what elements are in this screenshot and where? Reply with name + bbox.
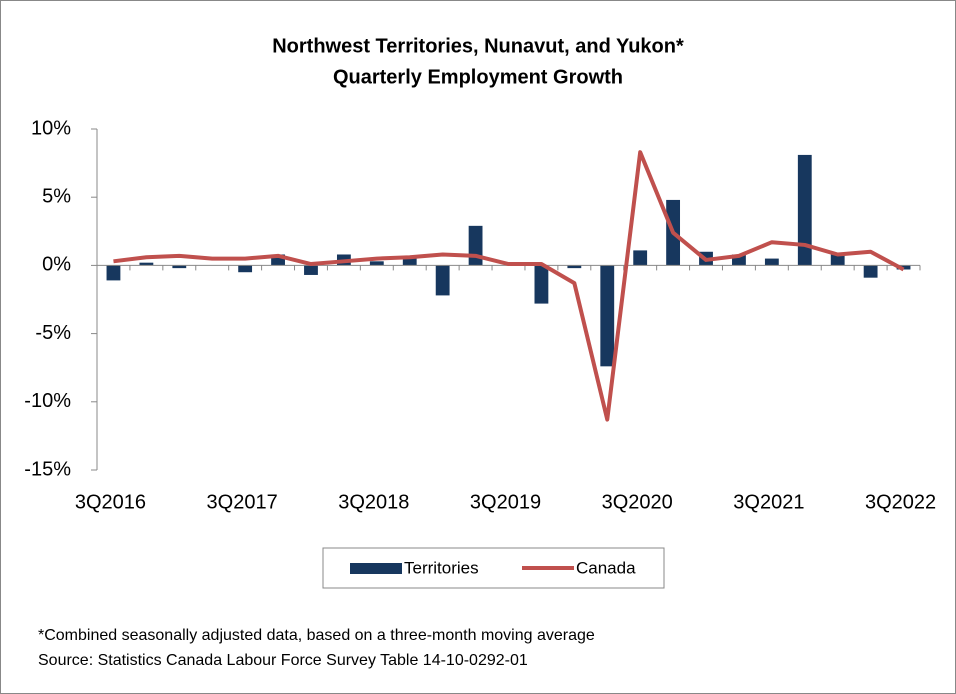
bar	[106, 265, 121, 281]
legend-label: Territories	[404, 558, 479, 577]
y-tick-label: 10%	[31, 117, 71, 139]
bar	[633, 250, 648, 266]
x-tick-label: 3Q2019	[470, 491, 541, 513]
x-tick-label: 3Q2020	[602, 491, 673, 513]
x-tick-label: 3Q2017	[207, 491, 278, 513]
bar	[238, 265, 253, 273]
bar	[468, 225, 483, 266]
y-tick-label: -10%	[24, 390, 71, 412]
bar	[172, 265, 187, 269]
bar	[567, 265, 582, 269]
chart-title: Northwest Territories, Nunavut, and Yuko…	[272, 35, 684, 57]
bar	[830, 254, 845, 266]
x-tick-label: 3Q2018	[338, 491, 409, 513]
x-tick-label: 3Q2021	[733, 491, 804, 513]
y-tick-label: 5%	[42, 185, 71, 207]
x-tick-label: 3Q2016	[75, 491, 146, 513]
bar	[369, 261, 384, 266]
bar	[304, 265, 318, 275]
chart-subtitle: Quarterly Employment Growth	[333, 66, 623, 88]
bar	[435, 265, 450, 296]
line-series	[113, 150, 905, 422]
bar	[732, 254, 746, 266]
bar	[797, 154, 812, 266]
bar	[271, 254, 285, 266]
source-note: Source: Statistics Canada Labour Force S…	[38, 652, 528, 669]
y-tick-label: -5%	[35, 322, 71, 344]
bar	[600, 265, 615, 367]
bar	[863, 265, 878, 278]
y-tick-label: 0%	[42, 254, 71, 276]
legend-swatch	[350, 563, 402, 574]
y-tick-label: -15%	[24, 458, 71, 480]
bar	[534, 265, 549, 304]
bar	[139, 262, 154, 266]
bar	[764, 258, 779, 266]
legend-label: Canada	[576, 558, 636, 577]
x-tick-label: 3Q2022	[865, 491, 936, 513]
footnote: *Combined seasonally adjusted data, base…	[38, 627, 595, 644]
bar	[402, 255, 417, 266]
